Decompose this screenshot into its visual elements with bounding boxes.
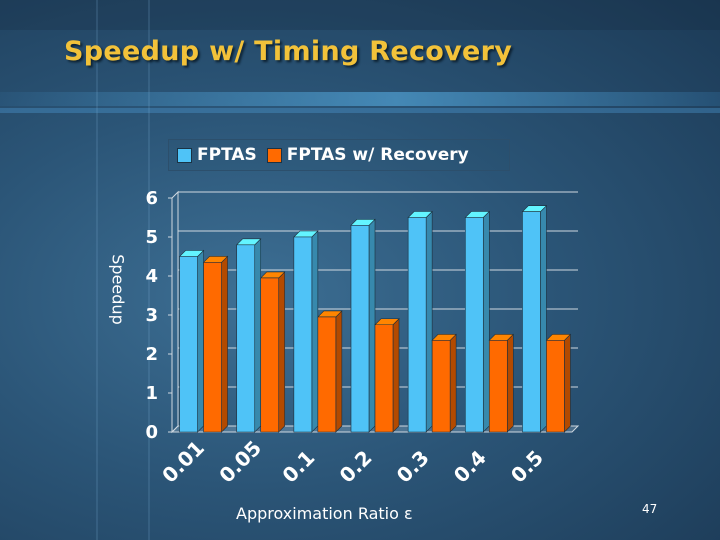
y-tick-label: 0: [145, 422, 158, 443]
bar-side: [278, 271, 286, 433]
y-tick-label: 6: [145, 188, 158, 209]
bar-fptas-recovery: [545, 333, 572, 433]
bar-fptas-recovery: [259, 271, 286, 433]
slide-title: Speedup w/ Timing Recovery: [64, 36, 513, 67]
bar-side: [540, 204, 547, 433]
bar-side: [221, 255, 228, 433]
x-tick-label: 0.1: [277, 446, 319, 488]
legend-swatch-fptas: [177, 147, 192, 163]
x-tick-label: 0.01: [157, 436, 209, 488]
y-axis-wall: [171, 190, 179, 434]
chart-legend: FPTAS FPTAS w/ Recovery: [168, 139, 510, 171]
bar-front: [236, 244, 256, 433]
bar-front: [350, 225, 370, 433]
legend-item-fptas: FPTAS: [177, 145, 257, 165]
legend-swatch-fptas-recovery: [266, 147, 282, 163]
background-stripe: [96, 0, 98, 540]
bar-fptas: [521, 204, 548, 433]
y-tick-label: 3: [145, 305, 158, 326]
bar-fptas: [293, 230, 319, 433]
y-tick-label: 4: [145, 266, 158, 287]
bar-fptas-recovery: [374, 318, 400, 433]
bar-front: [179, 256, 198, 433]
bar-side: [564, 333, 571, 433]
x-axis-title: Approximation Ratio ε: [236, 504, 413, 523]
bar-front: [488, 340, 508, 433]
bar-front: [293, 236, 313, 433]
background-stripe: [148, 0, 150, 540]
bar-fptas: [350, 218, 376, 433]
bar-fptas: [464, 210, 491, 433]
bar-front: [407, 217, 427, 433]
y-tick-label: 2: [145, 344, 158, 365]
bar-fptas: [235, 238, 262, 433]
bar-side: [335, 310, 343, 433]
y-tick-label: 5: [145, 227, 158, 248]
legend-label-fptas-recovery: FPTAS w/ Recovery: [286, 145, 469, 165]
bar-front: [431, 340, 451, 433]
bar-fptas-recovery: [317, 310, 343, 433]
x-tick-label: 0.05: [214, 436, 266, 488]
bar-side: [506, 333, 514, 433]
bar-front: [522, 211, 541, 433]
x-tick-label: 0.2: [335, 446, 377, 488]
bar-fptas-recovery: [488, 333, 515, 433]
legend-item-fptas-recovery: FPTAS w/ Recovery: [266, 145, 469, 165]
bar-front: [260, 277, 280, 433]
bar-side: [449, 333, 457, 433]
bar-fptas: [407, 210, 433, 433]
bar-side: [254, 238, 262, 433]
bar-fptas: [178, 249, 205, 433]
page-number: 47: [642, 502, 658, 516]
legend-label-fptas: FPTAS: [197, 145, 257, 165]
bar-side: [197, 249, 204, 433]
bar-side: [482, 210, 490, 433]
bar-front: [203, 262, 222, 433]
y-tick-label: 1: [145, 383, 158, 404]
bar-side: [311, 230, 319, 433]
x-tick-label: 0.5: [506, 446, 548, 488]
x-tick-label: 0.3: [392, 446, 434, 488]
x-tick-label: 0.4: [449, 446, 491, 488]
bar-front: [546, 340, 565, 433]
bar-side: [368, 218, 376, 433]
bar-fptas-recovery: [202, 255, 229, 433]
bar-front: [317, 316, 337, 433]
bar-fptas-recovery: [431, 333, 457, 433]
bar-front: [374, 324, 394, 433]
bar-front: [464, 217, 484, 433]
bar-side: [392, 318, 400, 433]
bar-side: [425, 210, 433, 433]
